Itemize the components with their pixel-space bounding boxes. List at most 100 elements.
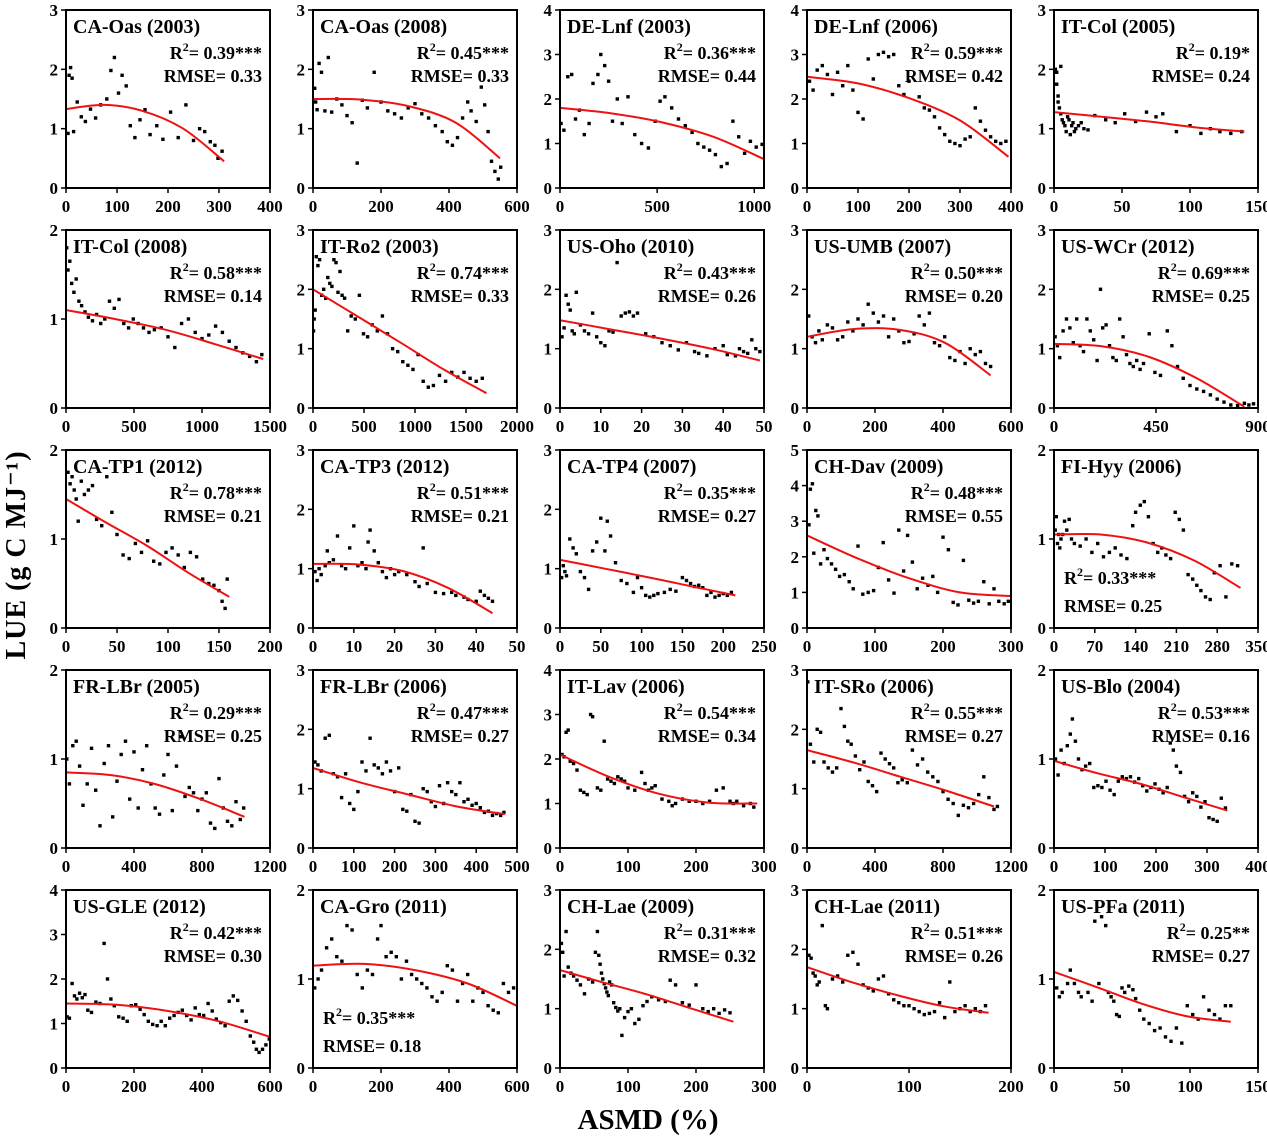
scatter-point bbox=[420, 981, 424, 986]
scatter-point bbox=[319, 572, 323, 577]
scatter-point bbox=[590, 980, 595, 984]
scatter-point bbox=[644, 332, 648, 336]
scatter-point bbox=[313, 569, 317, 574]
scatter-point bbox=[822, 760, 826, 764]
y-tick-label: 1 bbox=[297, 780, 306, 799]
y-tick-label: 1 bbox=[1038, 970, 1047, 989]
scatter-point bbox=[870, 784, 875, 788]
scatter-point bbox=[818, 562, 823, 566]
scatter-point bbox=[1171, 748, 1175, 752]
scatter-point bbox=[420, 112, 424, 116]
scatter-point bbox=[670, 106, 674, 110]
scatter-point bbox=[435, 999, 439, 1003]
scatter-point bbox=[1218, 129, 1222, 134]
scatter-point bbox=[607, 329, 611, 333]
x-tick-label: 150 bbox=[1245, 1077, 1267, 1096]
scatter-point bbox=[1055, 344, 1060, 348]
scatter-point bbox=[917, 1009, 921, 1014]
r2-label: R2= 0.33*** bbox=[1064, 565, 1156, 588]
scatter-point bbox=[1065, 744, 1069, 748]
y-tick-label: 3 bbox=[297, 661, 306, 680]
scatter-point bbox=[1219, 796, 1223, 800]
r2-label: R2= 0.53*** bbox=[1158, 700, 1250, 723]
scatter-point bbox=[1174, 764, 1179, 768]
r2-label: R2= 0.25** bbox=[1167, 920, 1250, 943]
scatter-point bbox=[707, 799, 712, 803]
y-tick-label: 5 bbox=[791, 441, 800, 460]
panel-ch-lae-2011: 0 100 200 0 1 2 3 CH-Lae (2011)R2= 0.51*** RMSE=… bbox=[791, 881, 1024, 1096]
scatter-point bbox=[1203, 800, 1207, 804]
scatter-point bbox=[1006, 599, 1010, 603]
scatter-point bbox=[173, 345, 177, 350]
scatter-point bbox=[1002, 602, 1006, 606]
x-tick-label: 100 bbox=[862, 637, 888, 656]
scatter-point bbox=[591, 81, 595, 86]
scatter-point bbox=[568, 537, 572, 541]
scatter-point bbox=[71, 744, 75, 748]
scatter-point bbox=[605, 777, 610, 781]
scatter-point bbox=[811, 88, 815, 92]
scatter-point bbox=[841, 980, 845, 984]
scatter-point bbox=[1218, 564, 1222, 568]
r2-label: R2= 0.39*** bbox=[170, 40, 262, 63]
y-tick-label: 2 bbox=[1038, 881, 1047, 900]
scatter-point bbox=[1095, 358, 1099, 363]
scatter-point bbox=[356, 564, 360, 568]
scatter-point bbox=[1090, 550, 1094, 555]
scatter-point bbox=[1081, 349, 1086, 354]
y-tick-label: 3 bbox=[297, 441, 306, 460]
scatter-point bbox=[133, 135, 137, 140]
scatter-point bbox=[315, 108, 319, 112]
scatter-point bbox=[920, 757, 925, 761]
scatter-point bbox=[605, 990, 609, 994]
scatter-point bbox=[562, 128, 566, 132]
scatter-point bbox=[112, 1004, 116, 1008]
scatter-point bbox=[943, 1015, 947, 1020]
scatter-point bbox=[352, 807, 356, 812]
scatter-point bbox=[208, 140, 212, 144]
scatter-point bbox=[639, 770, 644, 775]
scatter-point bbox=[1188, 124, 1192, 128]
plot-border bbox=[559, 449, 765, 629]
scatter-point bbox=[478, 589, 482, 593]
scatter-point bbox=[458, 781, 462, 785]
scatter-point bbox=[1070, 124, 1074, 128]
y-tick-label: 0 bbox=[544, 1059, 553, 1078]
scatter-point bbox=[560, 121, 563, 126]
scatter-point bbox=[915, 763, 920, 767]
scatter-point bbox=[81, 803, 85, 807]
y-tick-label: 0 bbox=[791, 1059, 800, 1078]
scatter-point bbox=[117, 297, 121, 302]
scatter-point bbox=[426, 385, 430, 389]
scatter-point bbox=[1153, 782, 1157, 786]
scatter-point bbox=[1191, 791, 1195, 795]
scatter-point bbox=[1118, 317, 1122, 321]
x-tick-label: 0 bbox=[803, 417, 812, 436]
scatter-point bbox=[1064, 317, 1069, 321]
scatter-point bbox=[871, 588, 876, 593]
rmse-label: RMSE= 0.55 bbox=[905, 506, 1003, 526]
scatter-point bbox=[876, 320, 881, 324]
scatter-point bbox=[77, 299, 81, 303]
y-tick-label: 4 bbox=[791, 1, 800, 20]
scatter-point bbox=[252, 1040, 256, 1044]
panel-grid: 0 100 200 300 400 0 1 2 3 CA-Oas (2003) R2= 0.39**… bbox=[28, 1, 1267, 1102]
scatter-point bbox=[1113, 546, 1117, 550]
scatter-point bbox=[1144, 110, 1149, 114]
scatter-point bbox=[1104, 118, 1108, 122]
plot-border bbox=[1053, 9, 1259, 189]
scatter-point bbox=[1158, 1026, 1162, 1030]
scatter-point bbox=[948, 355, 952, 360]
y-tick-label: 0 bbox=[1038, 179, 1047, 198]
scatter-point bbox=[314, 255, 318, 259]
scatter-point bbox=[139, 550, 144, 555]
y-tick-label: 2 bbox=[50, 60, 59, 79]
scatter-point bbox=[961, 558, 966, 563]
scatter-point bbox=[582, 992, 587, 996]
scatter-point bbox=[174, 764, 179, 768]
y-tick-label: 0 bbox=[297, 399, 306, 418]
scatter-point bbox=[392, 112, 397, 116]
scatter-point bbox=[835, 70, 840, 74]
panel-us-oho-2010: 0 10 20 30 40 50 0 1 2 3 US-Oho (2010)R2= 0.43*** R… bbox=[544, 221, 773, 436]
y-tick-label: 2 bbox=[544, 280, 553, 299]
